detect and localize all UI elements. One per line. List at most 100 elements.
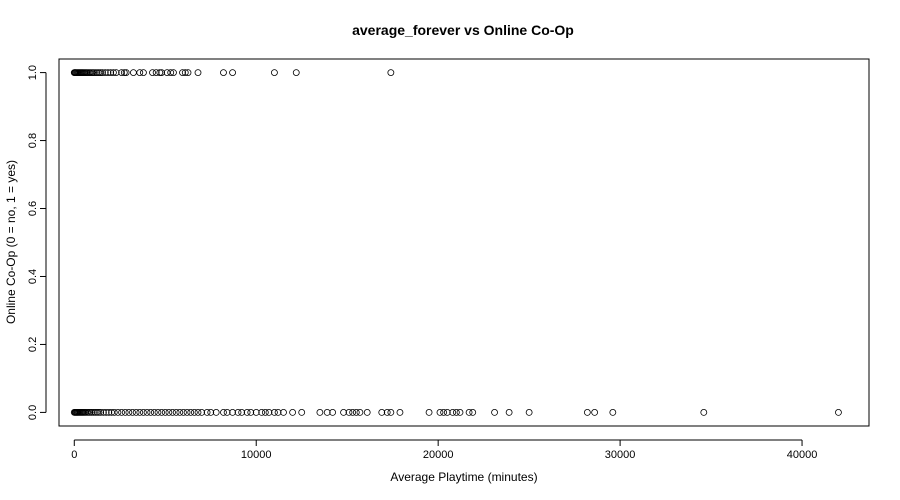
y-axis: 0.0 0.2 0.4 0.6 0.8 1.0	[27, 65, 47, 420]
data-point	[99, 69, 106, 76]
data-point	[583, 409, 591, 416]
data-point	[89, 409, 97, 416]
data-point	[345, 409, 353, 416]
data-point	[140, 409, 147, 416]
data-point	[181, 69, 189, 76]
plot-area-border	[58, 58, 870, 427]
data-point	[491, 409, 498, 416]
data-point	[292, 69, 300, 76]
data-point	[179, 69, 186, 76]
data-point	[247, 409, 255, 416]
x-axis-label: Average Playtime (minutes)	[390, 470, 537, 484]
x-tick-label: 20000	[423, 449, 454, 461]
data-point	[158, 69, 166, 76]
data-point	[122, 69, 130, 76]
data-point	[323, 409, 331, 416]
data-point	[258, 409, 266, 416]
data-point	[132, 409, 140, 416]
data-point	[107, 69, 115, 76]
data-point	[387, 69, 395, 76]
data-point	[207, 409, 215, 416]
data-point	[229, 69, 236, 76]
x-tick-label: 30000	[605, 449, 636, 461]
data-point	[118, 69, 125, 76]
data-point	[136, 69, 144, 76]
data-point	[378, 409, 386, 416]
data-point	[104, 69, 112, 76]
data-point	[443, 409, 451, 416]
y-tick-label: 0.0	[27, 405, 39, 420]
data-point	[88, 409, 95, 416]
data-point	[198, 409, 206, 416]
data-point	[97, 69, 105, 76]
data-point	[105, 409, 113, 416]
data-point	[436, 409, 444, 416]
data-point	[91, 69, 99, 76]
data-point	[261, 409, 269, 416]
data-point	[99, 409, 107, 416]
data-point	[356, 409, 364, 416]
data-point	[363, 409, 371, 416]
data-point	[136, 409, 144, 416]
y-tick-label: 0.4	[27, 269, 39, 284]
data-point	[90, 69, 97, 76]
data-point	[383, 409, 391, 416]
data-point	[271, 409, 278, 416]
data-point	[187, 409, 195, 416]
data-point	[316, 409, 324, 416]
data-point	[465, 409, 473, 416]
data-point	[112, 69, 120, 76]
data-point	[329, 409, 337, 416]
data-point	[340, 409, 347, 416]
data-point	[452, 409, 460, 416]
y-tick-label: 0.2	[27, 337, 39, 352]
data-point	[505, 409, 513, 416]
data-point	[238, 409, 246, 416]
data-point	[525, 409, 533, 416]
data-point	[129, 409, 136, 416]
data-point	[154, 409, 162, 416]
data-point	[194, 409, 202, 416]
data-point	[110, 69, 117, 76]
data-point	[265, 409, 273, 416]
data-point	[161, 409, 169, 416]
data-point	[425, 409, 433, 416]
data-point	[121, 409, 129, 416]
x-tick-label: 40000	[787, 449, 818, 461]
data-point	[220, 409, 227, 416]
data-point	[469, 409, 477, 416]
data-point	[190, 409, 198, 416]
data-point	[203, 409, 211, 416]
data-point	[97, 409, 105, 416]
data-point	[91, 409, 99, 416]
data-point	[130, 69, 137, 76]
data-point	[150, 409, 158, 416]
data-point	[352, 409, 360, 416]
data-point	[609, 409, 617, 416]
data-point	[234, 409, 242, 416]
data-point	[212, 409, 220, 416]
data-point	[194, 69, 202, 76]
y-axis-label: Online Co-Op (0 = no, 1 = yes)	[4, 160, 18, 324]
data-point	[143, 409, 151, 416]
data-point	[184, 69, 192, 76]
data-point	[700, 409, 708, 416]
data-point	[591, 409, 599, 416]
data-point	[101, 69, 109, 76]
data-point	[120, 69, 128, 76]
data-point	[223, 409, 231, 416]
data-point	[274, 409, 282, 416]
chart-title: average_forever vs Online Co-Op	[352, 22, 574, 38]
y-tick-label: 1.0	[27, 65, 39, 80]
x-axis: 0 10000 20000 30000 40000	[71, 439, 818, 461]
data-point	[156, 69, 164, 76]
data-point	[289, 409, 297, 416]
data-point	[147, 409, 155, 416]
x-tick-label: 10000	[241, 449, 272, 461]
data-point	[387, 409, 395, 416]
data-point	[252, 409, 260, 416]
data-point	[835, 409, 842, 416]
data-point	[220, 69, 227, 76]
data-point	[170, 69, 177, 76]
